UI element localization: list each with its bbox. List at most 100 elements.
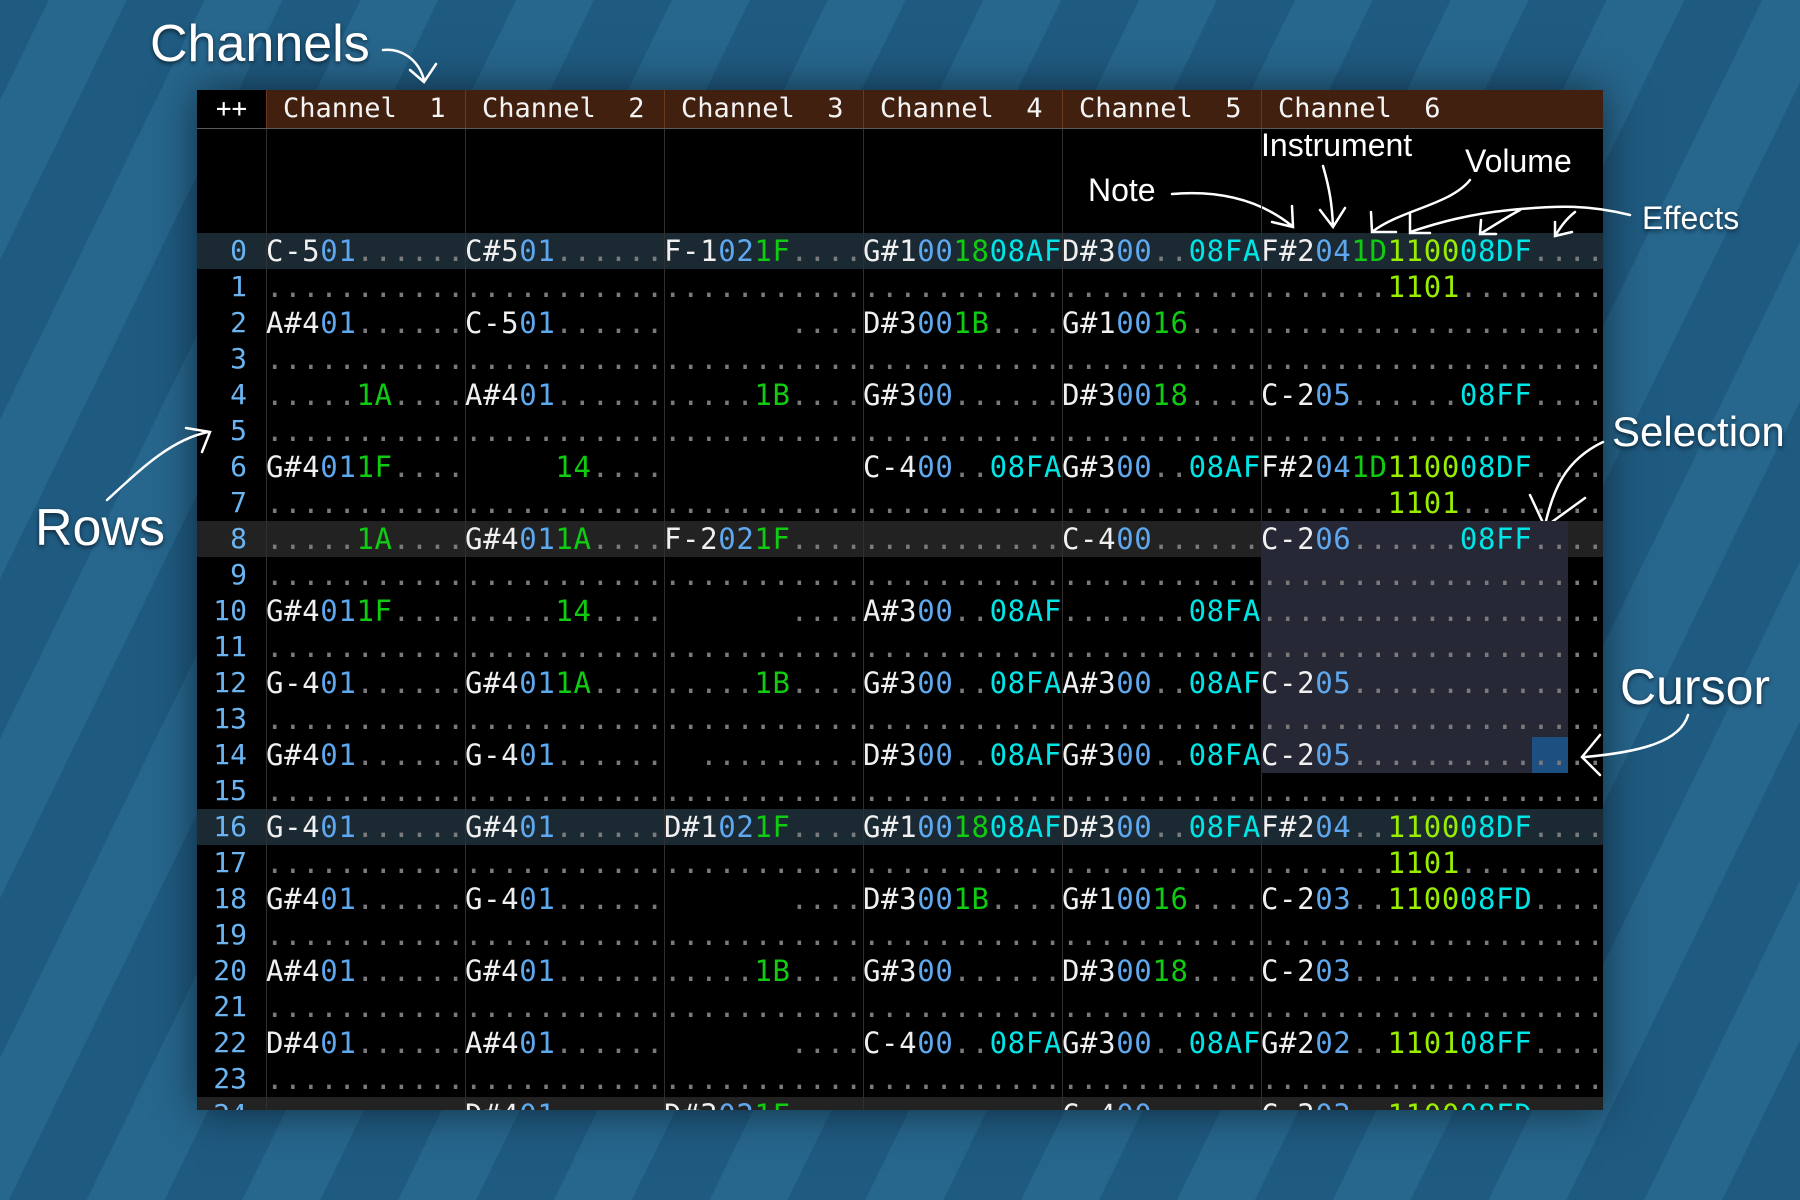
pattern-cell-ch4[interactable]: ........... [862,1062,1062,1096]
pattern-cell-ch3[interactable]: ......... [663,738,863,772]
pattern-cell-ch6[interactable]: ................... [1260,630,1603,664]
pattern-cell-ch5[interactable]: G#300..08AF [1061,450,1261,484]
pattern-cell-ch2[interactable]: G-401...... [464,882,664,916]
pattern-cell-ch3[interactable]: .....1B.... [663,666,863,700]
pattern-cell-ch5[interactable]: .......08FA [1061,594,1261,628]
pattern-cell-ch5[interactable]: ........... [1061,630,1261,664]
pattern-cell-ch2[interactable]: ........... [464,846,664,880]
pattern-cell-ch3[interactable]: ........... [663,702,863,736]
pattern-cell-ch5[interactable]: G#300..08FA [1061,738,1261,772]
pattern-cell-ch5[interactable]: G#10016.... [1061,306,1261,340]
pattern-cell-ch1[interactable]: A#401...... [266,954,465,988]
pattern-cell-ch1[interactable]: C-501...... [266,234,465,268]
pattern-cell-ch6[interactable]: ................... [1260,702,1603,736]
pattern-cell-ch2[interactable]: G#401...... [464,810,664,844]
channel-header-4[interactable]: Channel 4 [862,90,1062,128]
pattern-cell-ch5[interactable]: D#300..08FA [1061,234,1261,268]
pattern-row[interactable]: 5.......................................… [197,413,1603,449]
pattern-cell-ch4[interactable]: D#300..08AF [862,738,1062,772]
pattern-cell-ch5[interactable]: C-400...... [1061,522,1261,556]
pattern-cell-ch2[interactable]: ........... [464,774,664,808]
pattern-cell-ch4[interactable]: G#300...... [862,954,1062,988]
pattern-cell-ch4[interactable]: A#300..08AF [862,594,1062,628]
pattern-row[interactable]: 16 G-401...... G#401...... D#1021F.... G#100… [197,809,1603,845]
pattern-cell-ch3[interactable]: D#3021F.... [664,1097,863,1110]
pattern-cell-ch5[interactable]: ........... [1061,918,1261,952]
pattern-cell-ch4[interactable]: G#300..08FA [862,666,1062,700]
pattern-cell-ch1[interactable]: ........... [266,990,465,1024]
pattern-row[interactable]: 1.......................................… [197,269,1603,305]
pattern-row[interactable]: 11......................................… [197,629,1603,665]
pattern-cell-ch4[interactable]: C-400..08FA [862,450,1062,484]
pattern-cell-ch2[interactable]: ........... [464,558,664,592]
pattern-cell-ch2[interactable]: C#501...... [464,234,664,268]
pattern-cell-ch4[interactable]: ........... [862,990,1062,1024]
cursor[interactable] [1532,737,1569,773]
pattern-cell-ch6[interactable]: ................... [1260,558,1603,592]
pattern-row[interactable]: 0 C-501...... C#501...... F-1021F.... G#1001… [197,233,1603,269]
pattern-cell-ch1[interactable]: G#4011F.... [266,450,465,484]
pattern-cell-ch5[interactable]: ........... [1061,702,1261,736]
pattern-row[interactable]: 13......................................… [197,701,1603,737]
pattern-cell-ch3[interactable]: .... [663,306,863,340]
pattern-cell-ch1[interactable]: .....1A.... [266,522,465,556]
pattern-cell-ch4[interactable]: ........... [862,522,1062,556]
pattern-row[interactable]: 14 G#401...... G-401...... ......... D#300.… [197,737,1603,773]
pattern-row[interactable]: 3.......................................… [197,341,1603,377]
pattern-cell-ch5[interactable]: ........... [1061,990,1261,1024]
pattern-cell-ch4[interactable]: ........... [862,486,1062,520]
pattern-cell-ch1[interactable]: ........... [266,1062,465,1096]
pattern-cell-ch2[interactable]: G-401...... [464,738,664,772]
pattern-cell-ch4[interactable]: ........... [862,342,1062,376]
pattern-cell-ch4[interactable]: ........... [862,414,1062,448]
pattern-cell-ch5[interactable]: A#300..08AF [1061,666,1261,700]
pattern-cell-ch5[interactable]: D#30018.... [1061,378,1261,412]
pattern-cell-ch4[interactable]: ........... [863,1097,1062,1110]
pattern-cell-ch4[interactable]: D#3001B.... [862,306,1062,340]
pattern-cell-ch6[interactable]: .......1101........ [1260,486,1603,520]
pattern-cell-ch4[interactable]: G#300...... [862,378,1062,412]
pattern-cell-ch2[interactable]: A#401...... [464,378,664,412]
pattern-cell-ch6[interactable]: ................... [1260,414,1603,448]
pattern-cell-ch4[interactable]: ........... [862,270,1062,304]
pattern-cell-ch2[interactable]: G#401...... [464,954,664,988]
pattern-cell-ch1[interactable]: G-401...... [266,666,465,700]
pattern-row[interactable]: 4 .....1A.... A#401...... .....1B.... G#300.… [197,377,1603,413]
pattern-cell-ch6[interactable]: ................... [1260,594,1603,628]
pattern-cell-ch4[interactable]: ........... [862,702,1062,736]
pattern-cell-ch1[interactable]: A#401...... [266,306,465,340]
pattern-cell-ch2[interactable]: ........... [464,990,664,1024]
pattern-cell-ch1[interactable]: ........... [266,702,465,736]
channel-header-6[interactable]: Channel 6 [1260,90,1603,128]
pattern-cell-ch5[interactable]: ........... [1061,342,1261,376]
pattern-cell-ch4[interactable]: G#1001808AF [862,234,1062,268]
pattern-cell-ch6[interactable]: F#2041D110008DF.... [1260,234,1603,268]
pattern-cell-ch6[interactable]: F#2041D110008DF.... [1260,450,1603,484]
pattern-cell-ch2[interactable]: ........... [464,630,664,664]
pattern-cell-ch6[interactable]: ................... [1260,342,1603,376]
pattern-cell-ch3[interactable]: ........... [663,990,863,1024]
pattern-cell-ch4[interactable]: ........... [862,846,1062,880]
pattern-cell-ch4[interactable]: ........... [862,774,1062,808]
pattern-cell-ch6[interactable]: ................... [1260,990,1603,1024]
pattern-row[interactable]: 22 D#401...... A#401...... .... C-400..08FA… [197,1025,1603,1061]
pattern-cell-ch1[interactable]: ........... [266,630,465,664]
pattern-cell-ch2[interactable]: ........... [464,918,664,952]
pattern-row[interactable]: 23......................................… [197,1061,1603,1097]
pattern-cell-ch3[interactable]: ........... [663,558,863,592]
pattern-cell-ch6[interactable]: ................... [1260,774,1603,808]
pattern-cell-ch3[interactable]: ........... [663,774,863,808]
channel-header-2[interactable]: Channel 2 [464,90,664,128]
selection-region[interactable] [1260,521,1569,773]
pattern-cell-ch5[interactable]: C-400...... [1062,1097,1261,1110]
pattern-cell-ch3[interactable]: F-1021F.... [663,234,863,268]
pattern-cell-ch5[interactable]: D#30018.... [1061,954,1261,988]
pattern-row[interactable]: 12 G-401...... G#4011A.... .....1B.... G#300… [197,665,1603,701]
pattern-cell-ch5[interactable]: ........... [1061,486,1261,520]
pattern-cell-ch1[interactable]: G#401...... [266,882,465,916]
pattern-cell-ch2[interactable]: .....14.... [464,594,664,628]
pattern-cell-ch2[interactable]: A#401...... [464,1026,664,1060]
pattern-cell-ch3[interactable] [664,449,863,485]
pattern-cell-ch1[interactable]: D#401...... [266,1026,465,1060]
pattern-cell-ch6[interactable]: .......1101........ [1260,270,1603,304]
